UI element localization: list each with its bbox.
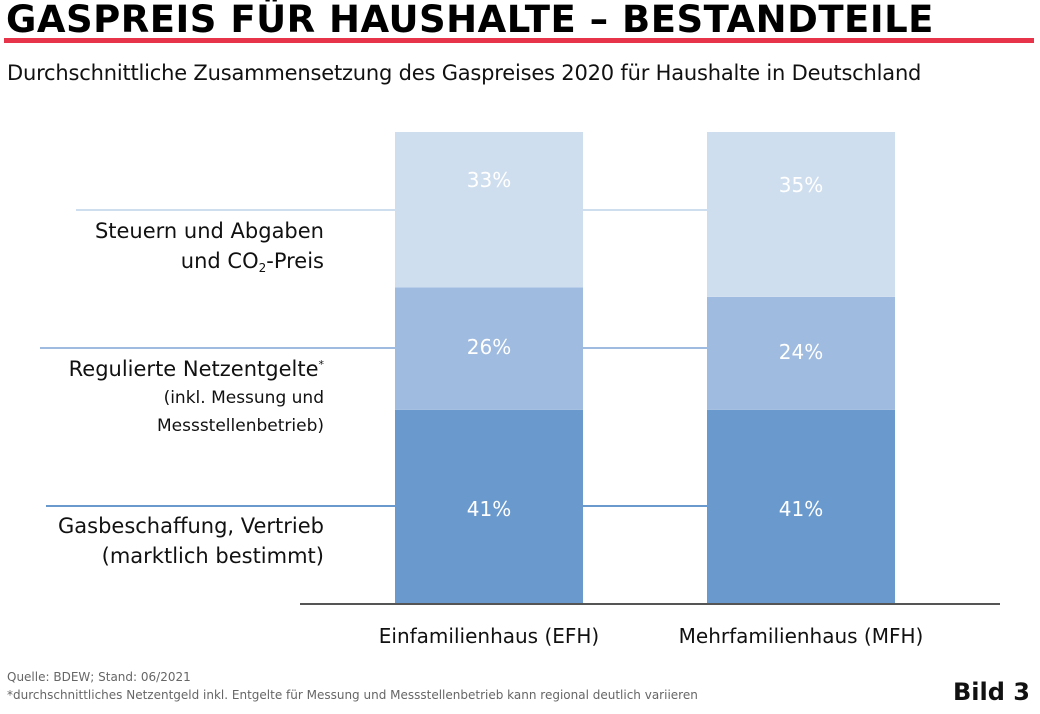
chart-title: GASPREIS FÜR HAUSHALTE – BESTANDTEILE	[6, 0, 934, 41]
footnote: *durchschnittliches Netzentgeld inkl. En…	[7, 688, 698, 702]
legend-co2-subscript: 2	[258, 261, 267, 275]
bar-segment-mfh-1	[707, 296, 895, 410]
chart-subtitle: Durchschnittliche Zusammensetzung des Ga…	[7, 61, 922, 85]
legend-steuern: Steuern und Abgaben und CO2-Preis	[95, 216, 324, 276]
bar-segment-efh-1	[395, 287, 583, 410]
category-label: Mehrfamilienhaus (MFH)	[679, 624, 924, 648]
value-label: 41%	[467, 497, 511, 521]
legend-steuern-line2-text: und CO	[180, 249, 259, 273]
legend-gas-line2: (marktlich bestimmt)	[101, 544, 324, 568]
value-label: 26%	[467, 335, 511, 359]
legend-netz: Regulierte Netzentgelte* (inkl. Messung …	[69, 354, 324, 440]
bar-segment-mfh-0	[707, 409, 895, 603]
legend-netz-line3: Messstellenbetrieb)	[156, 416, 324, 436]
legend-gas: Gasbeschaffung, Vertrieb (marktlich best…	[58, 511, 324, 571]
category-label: Einfamilienhaus (EFH)	[379, 624, 599, 648]
title-underline	[4, 38, 1034, 43]
value-label: 41%	[779, 497, 823, 521]
legend-steuern-line2: und CO2-Preis	[95, 246, 324, 276]
value-label: 24%	[779, 340, 823, 364]
legend-steuern-line1: Steuern und Abgaben	[94, 219, 324, 243]
bar-segment-efh-2	[395, 132, 583, 288]
value-label: 35%	[779, 173, 823, 197]
legend-netz-line2: (inkl. Messung und	[163, 388, 324, 408]
legend-netz-line1-text: Regulierte Netzentgelte	[68, 357, 319, 381]
legend-netz-line1: Regulierte Netzentgelte*	[69, 354, 324, 384]
source-note: Quelle: BDEW; Stand: 06/2021	[7, 670, 191, 684]
value-label: 33%	[467, 168, 511, 192]
legend-steuern-line2-suffix: -Preis	[266, 249, 324, 273]
bar-segment-efh-0	[395, 409, 583, 603]
figure-label: Bild 3	[953, 678, 1030, 706]
bar-segment-mfh-2	[707, 132, 895, 297]
legend-gas-line1: Gasbeschaffung, Vertrieb	[57, 514, 324, 538]
footnote-asterisk: *	[318, 358, 325, 371]
